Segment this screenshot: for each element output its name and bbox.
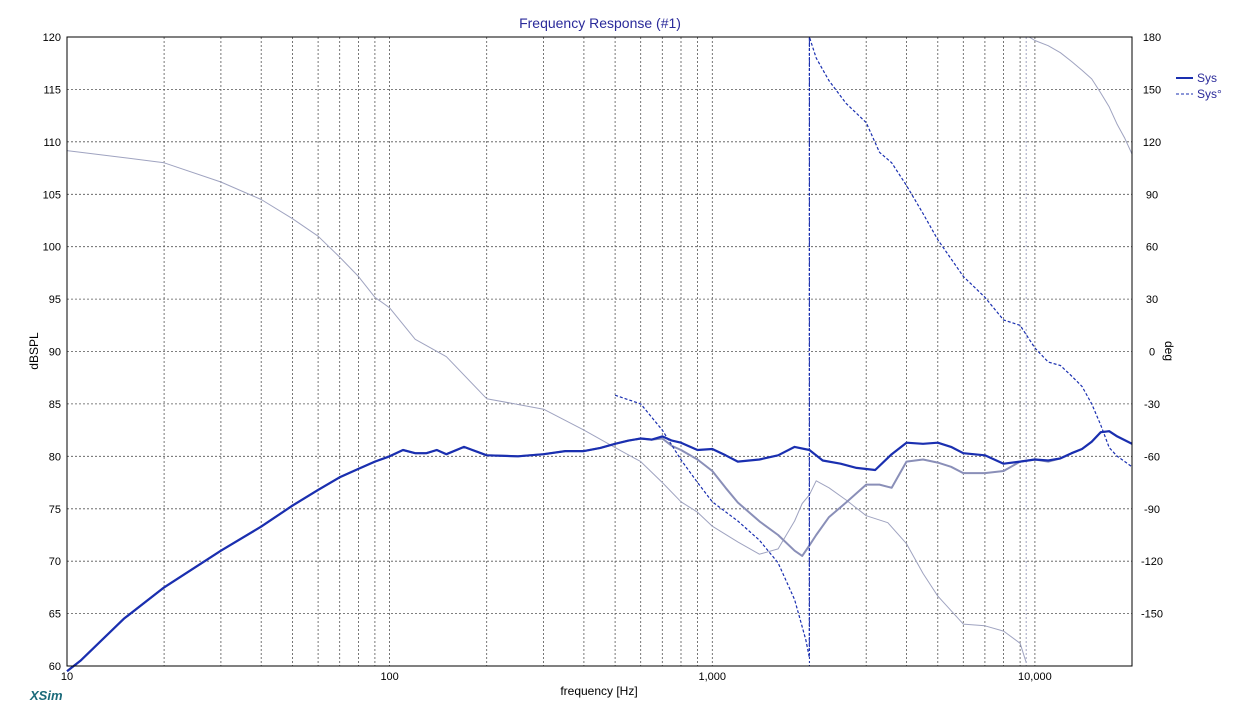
y-tick-label: 85 xyxy=(49,399,61,411)
y2-tick-label: 30 xyxy=(1146,294,1158,306)
x-tick-label: 1,000 xyxy=(698,671,726,683)
y2-tick-label: -150 xyxy=(1141,609,1163,621)
y-tick-label: 90 xyxy=(49,347,61,359)
series-line-0 xyxy=(66,430,1133,673)
series-lines xyxy=(66,36,1133,673)
y2-tick-label: -30 xyxy=(1144,399,1160,411)
y2-axis-label: deg xyxy=(1162,341,1176,361)
y-tick-label: 110 xyxy=(43,137,61,149)
x-axis-label: frequency [Hz] xyxy=(560,684,637,698)
x-tick-label: 100 xyxy=(380,671,398,683)
x-tick-label: 10,000 xyxy=(1018,671,1052,683)
legend-label: Sys° xyxy=(1197,87,1222,101)
y-tick-label: 105 xyxy=(43,189,61,201)
y2-tick-label: 60 xyxy=(1146,242,1158,254)
y2-tick-label: -90 xyxy=(1144,504,1160,516)
y2-tick-label: 180 xyxy=(1143,32,1161,44)
series-line-3 xyxy=(66,150,1027,663)
y-tick-label: 65 xyxy=(49,609,61,621)
y-tick-label: 120 xyxy=(43,32,61,44)
y-axis-label: dBSPL xyxy=(27,332,41,370)
y-tick-label: 115 xyxy=(43,84,61,96)
brand-logo: XSim xyxy=(29,688,63,703)
x-axis-ticks: 10 100 1,000 10,000 xyxy=(61,671,1052,683)
series-line-2 xyxy=(66,430,1133,672)
chart-title: Frequency Response (#1) xyxy=(519,15,681,31)
y2-axis-ticks: -150 -120 -90 -60 -30 0 30 60 90 120 150 180 xyxy=(1141,32,1163,621)
y2-tick-label: -120 xyxy=(1141,556,1163,568)
y-tick-label: 60 xyxy=(49,661,61,673)
y2-tick-label: -60 xyxy=(1144,451,1160,463)
y-tick-label: 100 xyxy=(43,242,61,254)
y-tick-label: 70 xyxy=(49,556,61,568)
y-tick-label: 75 xyxy=(49,504,61,516)
x-tick-label: 10 xyxy=(61,671,73,683)
y2-tick-label: 150 xyxy=(1143,84,1161,96)
y-tick-label: 95 xyxy=(49,294,61,306)
y2-tick-label: 120 xyxy=(1143,137,1161,149)
series-line-4 xyxy=(1028,36,1133,155)
grid xyxy=(67,37,1132,666)
series-line-1 xyxy=(614,36,1133,658)
y2-tick-label: 90 xyxy=(1146,189,1158,201)
legend-label: Sys xyxy=(1197,71,1217,85)
y2-tick-label: 0 xyxy=(1149,347,1155,359)
y-axis-ticks: 60 65 70 75 80 85 90 95 100 105 110 115 120 xyxy=(43,32,61,673)
plot-frame xyxy=(66,36,1133,667)
y-tick-label: 80 xyxy=(49,451,61,463)
legend: Sys Sys° xyxy=(1176,71,1222,101)
